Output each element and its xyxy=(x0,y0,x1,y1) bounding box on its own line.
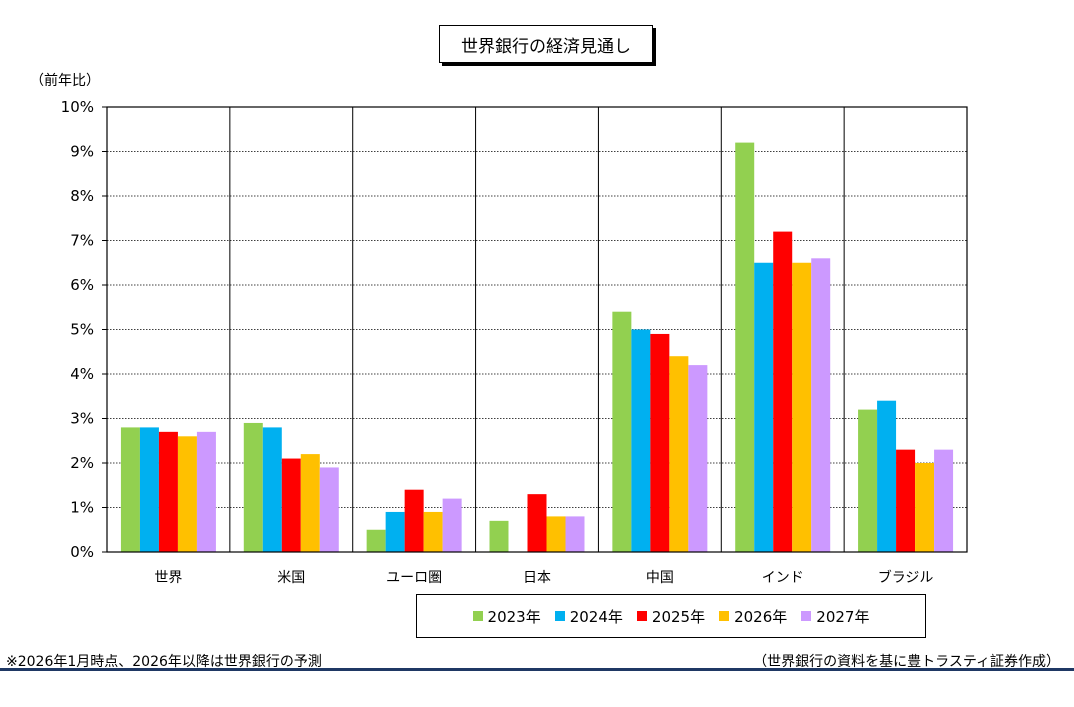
legend-label: 2023年 xyxy=(487,607,541,626)
x-tick-label: ユーロ圏 xyxy=(386,570,442,586)
y-tick-label: 9% xyxy=(70,143,94,161)
y-tick-label: 7% xyxy=(70,232,94,250)
bar xyxy=(754,262,774,552)
legend-swatch xyxy=(636,611,647,621)
x-tick-label: 米国 xyxy=(277,570,305,586)
x-tick-label: 世界 xyxy=(154,570,182,586)
legend-item: 2025年 xyxy=(636,606,706,627)
bar xyxy=(404,489,424,552)
y-tick-label: 6% xyxy=(70,276,94,294)
chart-title: 世界銀行の経済見通し xyxy=(439,25,653,63)
legend-label: 2026年 xyxy=(734,607,788,626)
y-tick-label: 0% xyxy=(70,543,94,561)
plot-border xyxy=(106,106,968,553)
x-tick-label: インド xyxy=(762,570,804,586)
x-tick-label: ブラジル xyxy=(878,569,934,586)
bar xyxy=(489,520,509,552)
legend-label: 2025年 xyxy=(651,607,706,626)
legend-swatch xyxy=(472,611,483,621)
bar xyxy=(300,454,320,552)
legend-item: 2026年 xyxy=(719,606,787,627)
bar xyxy=(262,427,282,552)
bar xyxy=(319,467,339,552)
legend-label: 2024年 xyxy=(569,607,623,626)
y-tick-label: 8% xyxy=(70,187,94,205)
y-tick-label: 10% xyxy=(61,98,94,116)
legend-item: 2024年 xyxy=(554,606,623,627)
bar xyxy=(196,431,216,552)
bar xyxy=(631,329,651,552)
y-tick-label: 5% xyxy=(70,321,94,339)
bar xyxy=(565,516,585,552)
bar xyxy=(281,458,301,552)
bottom-divider xyxy=(0,668,1074,671)
bar xyxy=(177,436,197,552)
bar xyxy=(896,449,916,552)
y-axis-unit-label: （前年比） xyxy=(30,73,100,89)
bar xyxy=(669,356,689,552)
bar xyxy=(934,449,954,552)
legend-label: 2027年 xyxy=(816,607,870,626)
bar xyxy=(546,516,566,552)
legend-swatch xyxy=(719,611,730,621)
y-tick-label: 4% xyxy=(70,365,94,383)
legend-swatch xyxy=(801,611,812,621)
x-tick-label: 日本 xyxy=(523,570,551,586)
y-tick-label: 1% xyxy=(70,499,94,517)
y-tick-label: 3% xyxy=(70,410,94,428)
y-tick-label: 2% xyxy=(70,454,94,472)
bar xyxy=(243,422,263,552)
bar xyxy=(735,142,755,552)
legend-item: 2023年 xyxy=(472,606,541,627)
bar xyxy=(650,333,670,552)
bar xyxy=(773,231,793,552)
bar xyxy=(915,463,935,552)
bar xyxy=(442,498,462,552)
bar xyxy=(858,409,878,552)
legend-item: 2027年 xyxy=(801,606,869,627)
bar xyxy=(120,427,140,552)
bar xyxy=(385,511,405,552)
chart-legend: 2023年 2024年 2025年 2026年 2027年 xyxy=(416,594,926,638)
bar xyxy=(527,494,547,552)
footnote: ※2026年1月時点、2026年以降は世界銀行の予測 xyxy=(6,654,322,670)
bar xyxy=(688,365,708,552)
bar xyxy=(139,427,159,552)
source-note: （世界銀行の資料を基に豊トラスティ証券作成） xyxy=(753,654,1060,670)
bar xyxy=(158,431,178,552)
bar xyxy=(366,529,386,552)
bar xyxy=(877,400,897,552)
bar xyxy=(811,258,831,552)
bar xyxy=(423,511,443,552)
bar xyxy=(612,311,632,552)
x-tick-label: 中国 xyxy=(646,570,674,586)
bar xyxy=(792,262,812,552)
legend-swatch xyxy=(554,611,565,621)
